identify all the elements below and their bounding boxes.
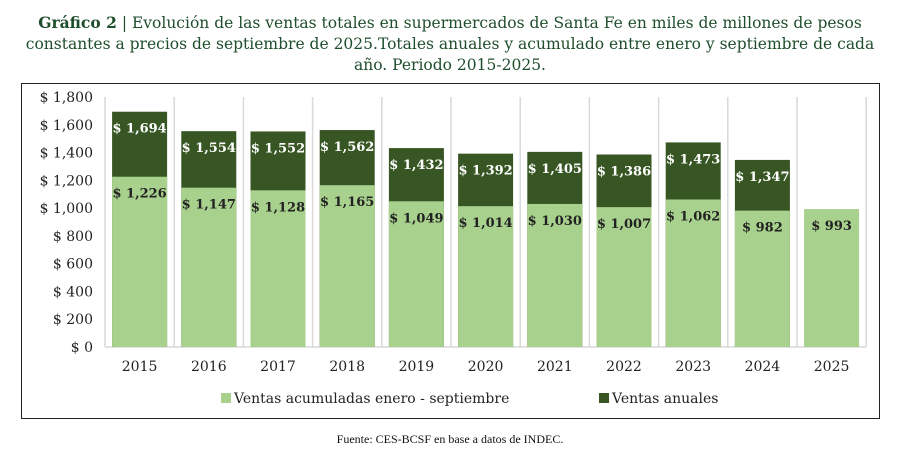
bar-ventas-acumuladas bbox=[804, 209, 860, 347]
data-label-acumuladas: $ 1,049 bbox=[389, 211, 443, 226]
data-label-acumuladas: $ 1,165 bbox=[320, 195, 374, 210]
y-tick-label: $ 1,200 bbox=[40, 173, 93, 189]
bar-ventas-acumuladas bbox=[181, 187, 237, 347]
x-tick-label: 2023 bbox=[675, 359, 711, 375]
y-tick-label: $ 200 bbox=[53, 312, 93, 328]
x-tick-label: 2020 bbox=[468, 359, 504, 375]
x-tick-label: 2024 bbox=[745, 359, 781, 375]
y-tick-label: $ 600 bbox=[53, 257, 93, 273]
y-tick-label: $ 400 bbox=[53, 284, 93, 300]
data-label-anuales: $ 1,694 bbox=[112, 122, 166, 137]
title-separator: | bbox=[116, 14, 132, 32]
data-label-acumuladas: $ 1,062 bbox=[666, 210, 720, 225]
data-label-acumuladas: $ 1,014 bbox=[458, 216, 512, 231]
bar-ventas-acumuladas bbox=[527, 203, 583, 347]
data-label-acumuladas: $ 993 bbox=[811, 219, 852, 234]
data-label-anuales: $ 1,392 bbox=[458, 164, 512, 179]
bar-ventas-acumuladas bbox=[250, 190, 306, 347]
chart-frame bbox=[21, 83, 880, 419]
chart-title-text: Evolución de las ventas totales en super… bbox=[25, 14, 875, 74]
x-tick-label: 2016 bbox=[191, 359, 227, 375]
data-label-anuales: $ 1,552 bbox=[251, 141, 305, 156]
legend-swatch-anuales bbox=[599, 393, 609, 403]
data-label-anuales: $ 1,386 bbox=[597, 165, 651, 180]
legend-label-acumuladas: Ventas acumuladas enero - septiembre bbox=[233, 391, 509, 407]
legend-swatch-acumuladas bbox=[221, 393, 231, 403]
x-tick-label: 2015 bbox=[122, 359, 158, 375]
data-label-acumuladas: $ 1,226 bbox=[112, 187, 166, 202]
data-label-anuales: $ 1,473 bbox=[666, 152, 720, 167]
data-label-acumuladas: $ 1,147 bbox=[182, 198, 236, 213]
bar-ventas-acumuladas bbox=[458, 206, 514, 347]
bar-ventas-acumuladas bbox=[112, 176, 168, 347]
y-tick-label: $ 800 bbox=[53, 229, 93, 245]
y-tick-label: $ 1,000 bbox=[40, 201, 93, 217]
data-label-acumuladas: $ 1,128 bbox=[251, 200, 305, 215]
y-tick-label: $ 1,800 bbox=[40, 90, 93, 106]
y-tick-label: $ 1,400 bbox=[40, 146, 93, 162]
chart-source: Fuente: CES-BCSF en base a datos de INDE… bbox=[336, 432, 564, 446]
data-label-anuales: $ 1,554 bbox=[182, 141, 236, 156]
bar-ventas-acumuladas bbox=[596, 207, 652, 347]
chart-title-label: Gráfico 2 bbox=[38, 13, 117, 32]
x-tick-label: 2021 bbox=[537, 359, 573, 375]
data-label-acumuladas: $ 1,007 bbox=[597, 217, 651, 232]
bar-ventas-acumuladas bbox=[734, 210, 790, 347]
legend-label-anuales: Ventas anuales bbox=[611, 391, 718, 407]
x-tick-label: 2017 bbox=[260, 359, 296, 375]
data-label-anuales: $ 1,432 bbox=[389, 158, 443, 173]
data-label-anuales: $ 1,347 bbox=[735, 170, 789, 185]
data-label-anuales: $ 1,405 bbox=[528, 162, 582, 177]
x-tick-label: 2019 bbox=[399, 359, 435, 375]
bar-ventas-acumuladas bbox=[388, 201, 444, 347]
x-tick-label: 2022 bbox=[606, 359, 642, 375]
bar-ventas-acumuladas bbox=[665, 199, 721, 347]
y-tick-label: $ 0 bbox=[71, 340, 93, 356]
data-label-acumuladas: $ 1,030 bbox=[528, 214, 582, 229]
y-tick-label: $ 1,600 bbox=[40, 118, 93, 134]
data-label-acumuladas: $ 982 bbox=[742, 221, 783, 236]
x-tick-label: 2025 bbox=[814, 359, 850, 375]
chart-title: Gráfico 2 | Evolución de las ventas tota… bbox=[10, 12, 890, 76]
data-label-anuales: $ 1,562 bbox=[320, 140, 374, 155]
bar-ventas-acumuladas bbox=[319, 185, 375, 347]
x-tick-label: 2018 bbox=[329, 359, 365, 375]
